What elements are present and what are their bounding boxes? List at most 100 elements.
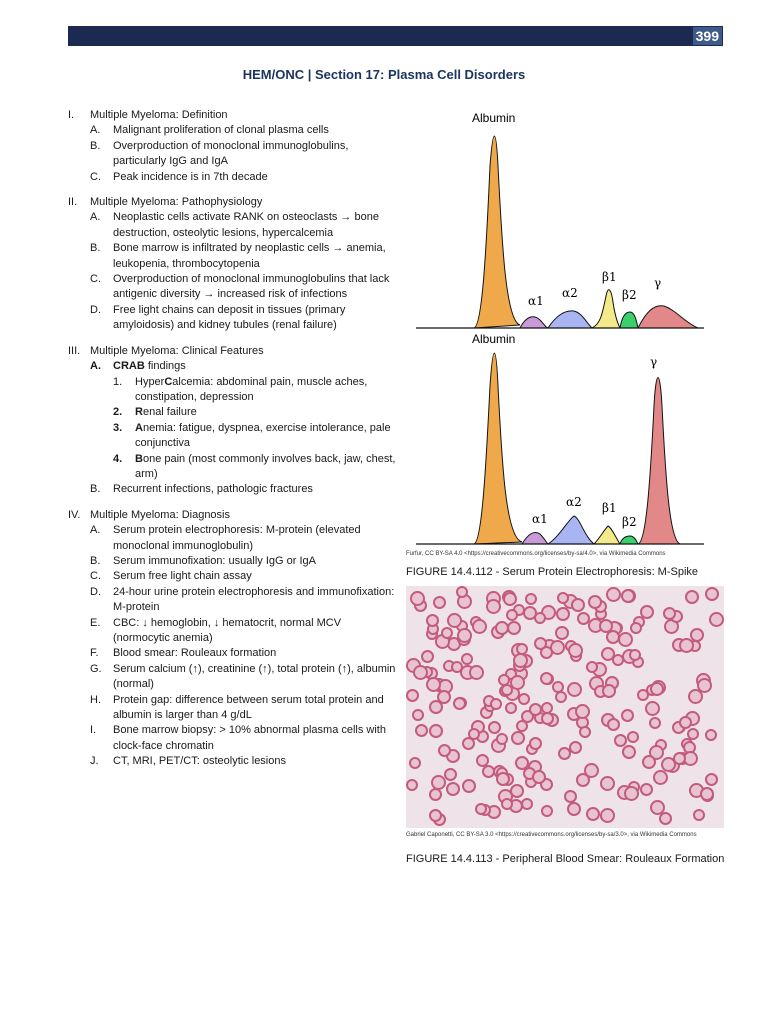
red-blood-cell <box>659 812 672 825</box>
red-blood-cell <box>495 621 509 635</box>
red-blood-cell <box>534 612 546 624</box>
section-pathophysiology: II. Multiple Myeloma: Pathophysiology A. N… <box>68 195 398 334</box>
red-blood-cell <box>438 744 451 757</box>
red-blood-cell <box>614 734 627 747</box>
red-blood-cell <box>532 770 546 784</box>
list-item: A. Neoplastic cells activate RANK on oste… <box>90 211 379 239</box>
red-blood-cell <box>541 805 553 817</box>
red-blood-cell <box>429 788 442 801</box>
red-blood-cell <box>577 612 590 625</box>
beta1-label-2: β1 <box>602 501 617 515</box>
red-blood-cell <box>490 698 502 710</box>
section-definition: I. Multiple Myeloma: Definition A. Maligna… <box>68 108 398 185</box>
alpha1-label: α1 <box>528 294 544 308</box>
list-item: G. Serum calcium (↑), creatinine (↑), tot… <box>90 662 396 691</box>
red-blood-cell <box>456 586 468 598</box>
red-blood-cell <box>709 612 724 627</box>
list-item: B. Serum immunofixation: usually IgG or I… <box>90 554 316 567</box>
red-blood-cell <box>412 709 424 721</box>
red-blood-cell <box>622 745 636 759</box>
red-blood-cell <box>518 693 530 705</box>
red-blood-cell <box>475 803 487 815</box>
red-blood-cell <box>429 809 442 822</box>
red-blood-cell <box>510 784 524 798</box>
red-blood-cell <box>575 704 590 719</box>
red-blood-cell <box>571 598 585 612</box>
red-blood-cell <box>433 596 446 609</box>
red-blood-cell <box>621 709 634 722</box>
red-blood-cell <box>451 661 463 673</box>
red-blood-cell <box>599 619 613 633</box>
red-blood-cell <box>700 787 714 801</box>
red-blood-cell <box>567 802 581 816</box>
red-blood-cell <box>429 700 443 714</box>
alpha2-label: α2 <box>562 286 578 300</box>
red-blood-cell <box>564 790 577 803</box>
alpha1-label-2: α1 <box>532 512 548 526</box>
section-clinical-features: III. Multiple Myeloma: Clinical Features … <box>68 344 398 498</box>
red-blood-cell <box>697 678 712 693</box>
list-item: C. Serum free light chain assay <box>90 570 252 583</box>
red-blood-cell <box>469 665 484 680</box>
beta2-label-2: β2 <box>622 515 637 529</box>
red-blood-cell <box>447 613 462 628</box>
list-item: F. Blood smear: Rouleaux formation <box>90 647 277 660</box>
alpha2-peak-2 <box>546 515 596 545</box>
red-blood-cell <box>421 650 434 663</box>
red-blood-cell <box>457 628 472 643</box>
crab-item: 3. Anemia: fatigue, dyspnea, exercise int… <box>113 421 391 450</box>
list-item: A. Serum protein electrophoresis: M-prote… <box>90 524 361 552</box>
red-blood-cell <box>462 779 476 793</box>
red-blood-cell <box>415 724 428 737</box>
crab-item: 1. HyperCalcemia: abdominal pain, muscle … <box>113 375 368 403</box>
red-blood-cell <box>476 754 489 767</box>
m-spike-electrophoresis: Albumin α1 α2 β1 β2 γ <box>416 332 704 545</box>
figure1-caption: FIGURE 14.4.112 - Serum Protein Electrop… <box>406 566 699 578</box>
list-item: C. Peak incidence is in 7th decade <box>90 170 268 183</box>
beta2-peak-2 <box>619 535 639 545</box>
red-blood-cell <box>693 809 705 821</box>
crab-item: 4. Bone pain (most commonly involves back… <box>113 452 396 480</box>
red-blood-cell <box>521 798 533 810</box>
red-blood-cell <box>406 689 419 702</box>
red-blood-cell <box>444 768 457 781</box>
red-blood-cell <box>705 587 719 601</box>
list-item: A. Malignant proliferation of clonal plas… <box>90 124 329 137</box>
red-blood-cell <box>586 807 600 821</box>
list-item: J. CT, MRI, PET/CT: osteolytic lesions <box>90 755 286 768</box>
figure2-caption: FIGURE 14.4.113 - Peripheral Blood Smear… <box>406 853 725 865</box>
red-blood-cell <box>462 737 475 750</box>
red-blood-cell <box>482 765 495 778</box>
red-blood-cell <box>576 773 590 787</box>
red-blood-cell <box>679 716 692 729</box>
red-blood-cell <box>687 728 699 740</box>
list-item: B. Bone marrow is infiltrated by neoplast… <box>90 242 386 270</box>
red-blood-cell <box>653 770 668 785</box>
red-blood-cell <box>679 638 694 653</box>
red-blood-cell <box>406 779 418 791</box>
list-item: B. Recurrent infections, pathologic fract… <box>90 483 313 496</box>
red-blood-cell <box>461 653 473 665</box>
beta2-peak <box>619 311 639 329</box>
red-blood-cell <box>586 661 598 673</box>
red-blood-cell <box>409 757 421 769</box>
red-blood-cell <box>426 677 441 692</box>
beta1-peak-2 <box>592 525 621 545</box>
alpha2-peak <box>547 310 594 329</box>
red-blood-cell <box>501 798 513 810</box>
blood-smear-image <box>406 586 724 828</box>
red-blood-cell <box>441 627 453 639</box>
red-blood-cell <box>600 776 615 791</box>
red-blood-cell <box>511 731 525 745</box>
list-item: D. Free light chains can deposit in tissu… <box>90 303 346 332</box>
outline: I. Multiple Myeloma: Definition A. Maligna… <box>68 108 398 780</box>
figure2-credit: Gabriel Caponetti, CC BY-SA 3.0 <https:/… <box>406 832 697 838</box>
red-blood-cell <box>606 587 621 602</box>
red-blood-cell <box>486 599 501 614</box>
red-blood-cell <box>558 747 571 760</box>
red-blood-cell <box>446 782 460 796</box>
figure1-credit: Furfur, CC BY-SA 4.0 <https://creativeco… <box>406 551 666 557</box>
red-blood-cell <box>515 756 529 770</box>
list-item: H. Protein gap: difference between serum … <box>90 693 384 722</box>
red-blood-cell <box>618 632 633 647</box>
